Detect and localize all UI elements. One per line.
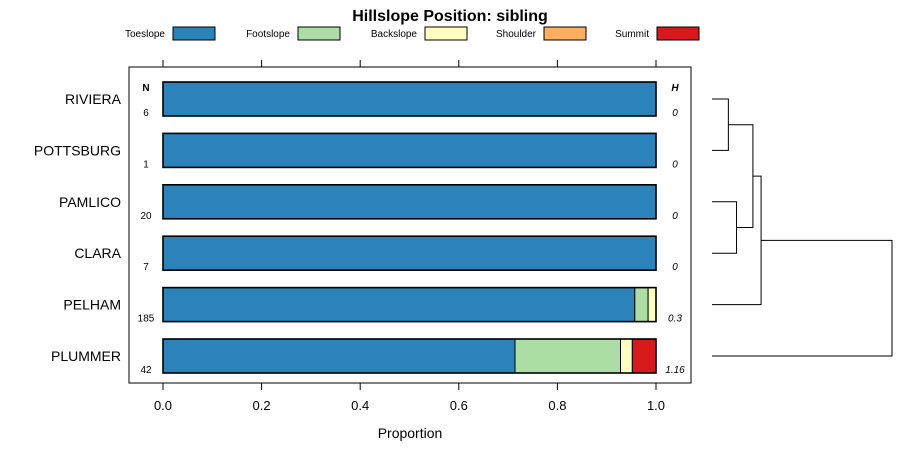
category-label: PLUMMER	[51, 348, 121, 364]
category-label: PAMLICO	[59, 194, 121, 210]
x-axis: 0.0 0.2 0.4 0.6 0.8 1.0	[154, 60, 665, 413]
n-value: 185	[138, 314, 155, 325]
bar-outline	[162, 286, 657, 323]
row-labels: N H RIVIERA 6 0 POTTSBURG 1 0 PAMLICO 20 0 CLARA 7 0 P…	[34, 83, 685, 376]
x-tick-label: 0.2	[253, 398, 271, 413]
x-tick-label: 0.6	[450, 398, 468, 413]
legend-label: Backslope	[371, 29, 418, 40]
n-value: 6	[143, 108, 149, 119]
bar-outline	[162, 132, 657, 169]
bar-segment	[634, 287, 649, 323]
legend-label: Toeslope	[125, 29, 165, 40]
bar-outline	[162, 338, 657, 374]
bars	[162, 81, 657, 374]
dendrogram-link	[728, 124, 754, 228]
h-value: 0	[672, 262, 678, 273]
category-label: POTTSBURG	[34, 142, 121, 158]
dendrogram-link	[712, 239, 893, 357]
x-axis-label: Proportion	[378, 425, 443, 441]
h-value: 0	[672, 159, 678, 170]
legend-label: Summit	[615, 29, 649, 40]
plot-frame	[128, 66, 692, 384]
dendrogram-link	[712, 98, 729, 151]
bar-outline	[162, 184, 657, 220]
x-tick-label: 0.4	[351, 398, 369, 413]
category-label: RIVIERA	[65, 91, 122, 107]
h-value: 0	[672, 211, 678, 222]
bar-segment	[162, 81, 657, 117]
bar-segment	[162, 132, 657, 168]
bar-segment	[162, 184, 657, 220]
h-value: 1.16	[665, 365, 685, 376]
dendrogram	[712, 98, 893, 357]
bar-segment	[162, 235, 657, 271]
chart-title: Hillslope Position: sibling	[352, 8, 548, 25]
bar-segment	[162, 338, 516, 374]
n-value: 1	[143, 159, 149, 170]
legend-label: Shoulder	[496, 29, 537, 40]
bar-outline	[162, 235, 657, 271]
n-header: N	[142, 83, 149, 94]
legend-swatch	[424, 26, 468, 41]
category-label: PELHAM	[63, 297, 121, 313]
h-value: 0.3	[668, 314, 682, 325]
h-header: H	[671, 83, 679, 94]
bar-segment	[631, 338, 657, 374]
bar-segment	[162, 287, 636, 323]
legend-swatch	[543, 26, 587, 41]
x-tick-label: 0.8	[548, 398, 566, 413]
n-value: 42	[140, 365, 152, 376]
x-tick-label: 0.0	[154, 398, 172, 413]
bar-outline	[162, 81, 657, 117]
dendrogram-link	[712, 201, 738, 254]
bar-segment	[647, 287, 657, 323]
legend-swatch	[656, 26, 700, 41]
legend-label: Footslope	[246, 29, 290, 40]
x-tick-label: 1.0	[647, 398, 665, 413]
bar-segment	[514, 338, 622, 374]
legend-swatch	[172, 26, 216, 41]
category-label: CLARA	[74, 245, 121, 261]
legend-swatch	[297, 26, 341, 41]
n-value: 20	[140, 211, 152, 222]
bar-segment	[620, 338, 633, 374]
legend: Toeslope Footslope Backslope Shoulder Summit	[125, 26, 700, 41]
n-value: 7	[143, 262, 149, 273]
h-value: 0	[672, 108, 678, 119]
